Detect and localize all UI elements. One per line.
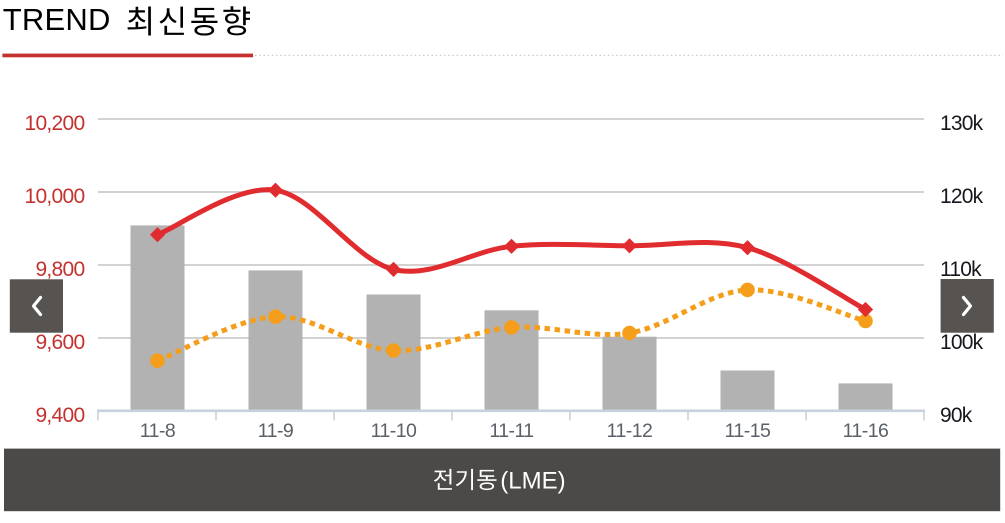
svg-text:10,000: 10,000 [24, 185, 84, 208]
svg-text:120k: 120k [940, 185, 984, 208]
svg-text:9,800: 9,800 [35, 258, 84, 281]
svg-text:11-9: 11-9 [258, 420, 293, 442]
svg-text:11-8: 11-8 [140, 420, 175, 442]
svg-text:11-15: 11-15 [725, 420, 771, 442]
svg-text:11-12: 11-12 [607, 420, 653, 442]
svg-text:10,200: 10,200 [24, 112, 84, 135]
svg-text:9,400: 9,400 [35, 404, 84, 427]
svg-text:11-16: 11-16 [843, 420, 889, 442]
svg-text:11-10: 11-10 [371, 420, 417, 442]
svg-text:100k: 100k [940, 331, 984, 354]
svg-text:9,600: 9,600 [35, 331, 84, 354]
svg-text:130k: 130k [940, 112, 984, 135]
svg-text:110k: 110k [940, 258, 982, 281]
svg-text:90k: 90k [940, 404, 973, 427]
svg-text:TREND: TREND [3, 2, 111, 37]
svg-text:11-11: 11-11 [489, 420, 533, 442]
svg-text:(LME): (LME) [500, 467, 565, 494]
